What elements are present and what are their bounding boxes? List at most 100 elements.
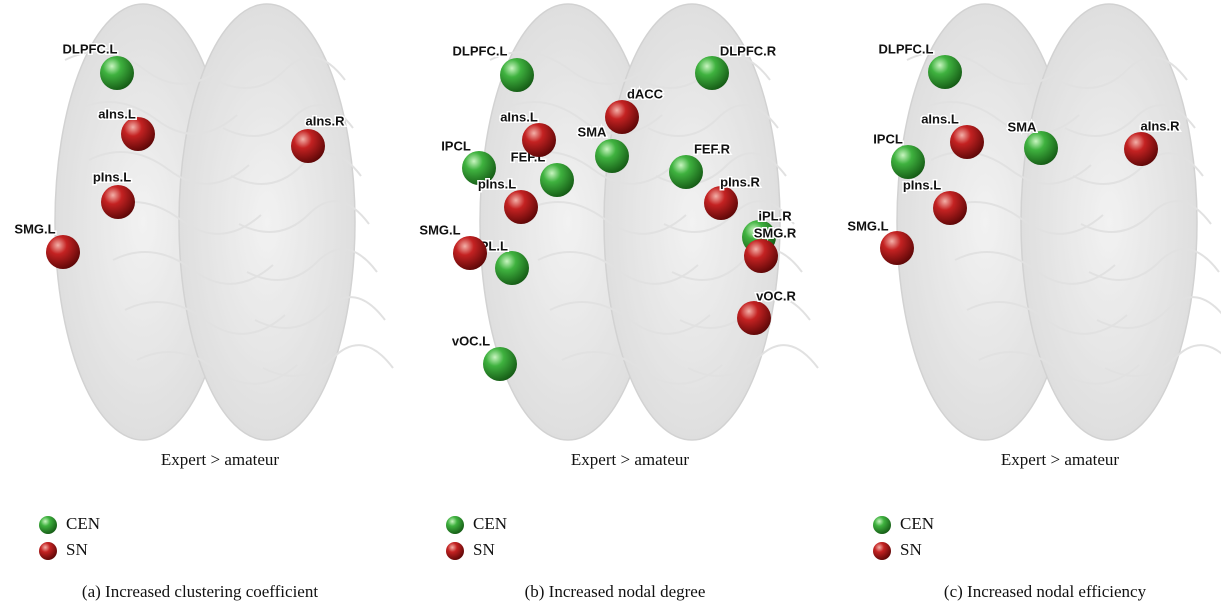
gyrus [1104,344,1221,377]
node [744,239,778,273]
legend-marker [446,516,464,534]
legend-label: CEN [473,514,507,533]
gyrus [954,251,1116,285]
legend-label: CEN [66,514,100,533]
gyrus [1080,200,1212,233]
node [737,301,771,335]
legend-marker [873,516,891,534]
gyrus [525,201,687,235]
node [453,236,487,270]
panel-subtitle: Expert > amateur [1001,450,1119,469]
gyrus [1096,296,1221,329]
node [291,129,325,163]
gyrus [942,201,1104,235]
gyrus [671,248,803,281]
gyrus [246,248,378,281]
node [1024,131,1058,165]
node [928,55,962,89]
node [483,347,517,381]
gyrus [537,251,699,285]
node-label: IPCL [441,138,471,153]
node-label: aIns.R [305,113,345,128]
gyrus [918,101,1080,135]
gyrus [978,351,1140,385]
node-label: iPL.R [758,208,792,223]
panel-subtitle: Expert > amateur [571,450,689,469]
node-label: DLPFC.L [879,41,934,56]
node-label: pIns.R [720,174,760,189]
node-label: pIns.L [478,176,516,191]
node [605,100,639,134]
panel-caption: (a) Increased clustering coefficient [82,582,318,601]
panel-caption: (b) Increased nodal degree [525,582,706,601]
gyrus [966,301,1128,335]
brain [479,3,819,441]
gyrus [112,251,274,285]
gyrus [254,296,386,329]
node-label: pIns.L [903,177,941,192]
node [462,151,496,185]
node [500,58,534,92]
node-label: SMG.L [847,218,888,233]
node [522,123,556,157]
gyrus [88,151,250,185]
node-label: IPCL [873,131,903,146]
node-label: SMG.R [754,225,797,240]
node-label: FEF.R [694,141,731,156]
legend-label: SN [66,540,88,559]
node [121,117,155,151]
node [540,163,574,197]
node-label: vOC.R [756,288,796,303]
node-label: DLPFC.L [453,43,508,58]
legend-marker [446,542,464,560]
node [46,235,80,269]
node-label: aIns.L [921,111,959,126]
legend-label: SN [900,540,922,559]
gyrus [238,200,370,233]
panel-caption: (c) Increased nodal efficiency [944,582,1147,601]
hemisphere [1020,3,1198,441]
gyrus [1064,104,1196,137]
node [100,56,134,90]
node [950,125,984,159]
node [880,231,914,265]
gyrus [489,51,651,85]
panel-subtitle: Expert > amateur [161,450,279,469]
gyrus [76,101,238,135]
gyrus [124,301,286,335]
gyrus [230,152,362,185]
node-label: aIns.R [1140,118,1180,133]
gyrus [262,344,394,377]
node-label: vOC.L [452,333,490,348]
legend-marker [39,542,57,560]
node-label: SMG.L [14,221,55,236]
node [495,251,529,285]
gyrus [64,51,226,85]
node [891,145,925,179]
node-label: SMG.L [419,222,460,237]
legend-marker [39,516,57,534]
node-label: aIns.L [98,106,136,121]
node [933,191,967,225]
brain [54,3,394,441]
node [504,190,538,224]
gyrus [687,344,819,377]
node [1124,132,1158,166]
gyrus [663,200,795,233]
gyrus [214,56,346,89]
gyrus [906,51,1068,85]
legend-label: SN [473,540,495,559]
node [101,185,135,219]
node-label: aIns.L [500,109,538,124]
gyrus [1056,56,1188,89]
node-label: SMA [578,124,608,139]
gyrus [222,104,354,137]
gyrus [549,301,711,335]
node [704,186,738,220]
node [595,139,629,173]
gyrus [136,351,298,385]
gyrus [647,104,779,137]
node-label: pIns.L [93,169,131,184]
node-label: DLPFC.L [63,41,118,56]
